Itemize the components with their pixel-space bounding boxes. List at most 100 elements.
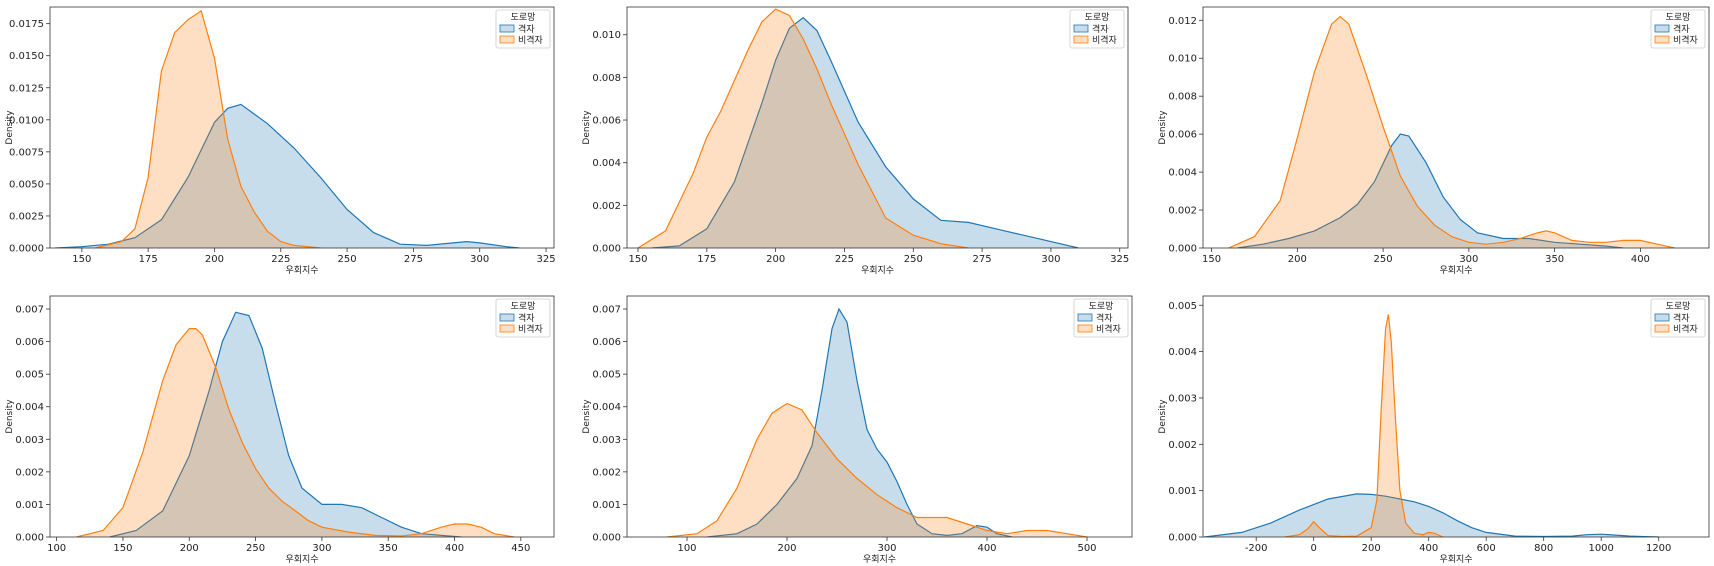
legend-box (1650, 298, 1706, 338)
legend-title: 도로망 (1085, 12, 1110, 23)
x-tick-label: 300 (470, 254, 489, 265)
x-axis-label: 우회지수 (1439, 554, 1472, 565)
legend-swatch-nongrid (499, 35, 515, 44)
x-tick-label: -200 (1245, 543, 1268, 554)
y-tick-label: 0.004 (15, 402, 44, 413)
x-tick-label: 300 (877, 543, 896, 554)
y-tick-label: 0.0075 (9, 147, 44, 158)
y-axis-label: Density (1158, 110, 1168, 145)
plot-frame (49, 6, 555, 249)
y-tick-label: 0.003 (592, 435, 621, 446)
legend-label-grid: 격자 (1673, 23, 1690, 35)
legend-title: 도로망 (511, 12, 536, 23)
y-tick-label: 0.002 (592, 467, 621, 478)
y-tick-label: 0.0025 (9, 211, 44, 222)
density-line-nongrid (76, 328, 515, 537)
y-tick-label: 0.006 (15, 337, 44, 348)
x-tick-label: 200 (1362, 543, 1381, 554)
chart-panel-3: 150 200 250 300 350 400 0.000 0.002 0.004 0.006 0.… (1158, 6, 1710, 276)
plot-area (1203, 296, 1709, 537)
legend-title: 도로망 (1089, 301, 1114, 312)
x-tick-label: 600 (1477, 543, 1496, 554)
y-axis-label: Density (582, 110, 592, 145)
density-line-grid (109, 311, 462, 537)
x-tick-label: 250 (338, 254, 357, 265)
x-tick-label: 300 (1041, 254, 1060, 265)
y-tick-label: 0.0150 (9, 51, 44, 62)
legend-box (1069, 9, 1125, 49)
density-area-grid (55, 104, 520, 248)
legend-box (1650, 9, 1706, 49)
y-tick-label: 0.002 (1168, 440, 1197, 451)
y-axis-label: Density (582, 399, 592, 434)
x-tick-label: 200 (766, 254, 785, 265)
density-line-nongrid (637, 8, 969, 248)
plot-area (1203, 7, 1709, 248)
density-line-grid (651, 16, 1079, 248)
chart-panel-1: 150 175 200 225 250 275 300 325 0.0000 0.0025 0.00… (5, 6, 556, 276)
x-tick-label: 250 (904, 254, 923, 265)
y-tick-label: 0.001 (15, 500, 44, 511)
y-axis-label: Density (5, 110, 15, 145)
density-line-grid (55, 103, 520, 248)
legend-box (1073, 298, 1129, 338)
legend-swatch-grid (1654, 313, 1670, 322)
x-tick-label: 325 (536, 254, 555, 265)
y-tick-label: 0.002 (592, 201, 621, 212)
plot-frame (49, 295, 555, 538)
density-area-nongrid (667, 403, 1087, 537)
y-tick-label: 0.0050 (9, 179, 44, 190)
legend-label-grid: 격자 (1096, 312, 1113, 324)
x-tick-label: 200 (205, 254, 224, 265)
density-line-nongrid (1284, 314, 1444, 537)
y-tick-label: 0.004 (592, 402, 621, 413)
y-tick-label: 0.000 (15, 533, 44, 544)
x-tick-label: 175 (139, 254, 158, 265)
y-tick-label: 0.000 (1168, 244, 1197, 255)
x-tick-label: 200 (180, 543, 199, 554)
chart-panel-4: 100 150 200 250 300 350 400 450 0.000 0.001 0.002 0… (5, 295, 555, 565)
y-tick-label: 0.000 (592, 533, 621, 544)
plot-area (50, 296, 554, 537)
legend-swatch-grid (499, 24, 515, 33)
series-group (1228, 15, 1675, 248)
x-tick-label: 100 (677, 543, 696, 554)
series-group (55, 9, 520, 248)
x-tick-label: 225 (271, 254, 290, 265)
y-tick-label: 0.001 (1168, 486, 1197, 497)
x-tick-label: 200 (777, 543, 796, 554)
x-tick-label: 300 (1459, 254, 1478, 265)
x-tick-label: 300 (312, 543, 331, 554)
x-axis-label: 우회지수 (861, 265, 894, 276)
y-tick-label: 0.003 (15, 435, 44, 446)
x-axis-label: 우회지수 (863, 554, 896, 565)
legend-swatch-grid (499, 313, 515, 322)
legend-label-grid: 격자 (518, 23, 535, 35)
y-axis-label: Density (1158, 399, 1168, 434)
x-tick-label: 225 (835, 254, 854, 265)
x-tick-label: 250 (1374, 254, 1393, 265)
y-tick-label: 0.007 (15, 305, 44, 316)
y-tick-label: 0.006 (1168, 130, 1197, 141)
density-area-nongrid (76, 328, 515, 537)
legend-swatch-grid (1654, 24, 1670, 33)
legend-label-nongrid: 비격자 (518, 34, 544, 46)
plot-area (50, 7, 554, 248)
y-tick-label: 0.007 (592, 305, 621, 316)
y-tick-label: 0.012 (1168, 16, 1197, 27)
legend-label-nongrid: 비격자 (1092, 34, 1118, 46)
y-tick-label: 0.010 (1168, 54, 1197, 65)
x-tick-label: 175 (697, 254, 716, 265)
legend-label-nongrid: 비격자 (1673, 323, 1699, 335)
density-line-grid (706, 307, 1013, 537)
density-area-grid (707, 309, 1012, 537)
y-tick-label: 0.000 (592, 244, 621, 255)
x-tick-label: 150 (72, 254, 91, 265)
legend-swatch-grid (1073, 24, 1089, 33)
legend-box (495, 9, 551, 49)
